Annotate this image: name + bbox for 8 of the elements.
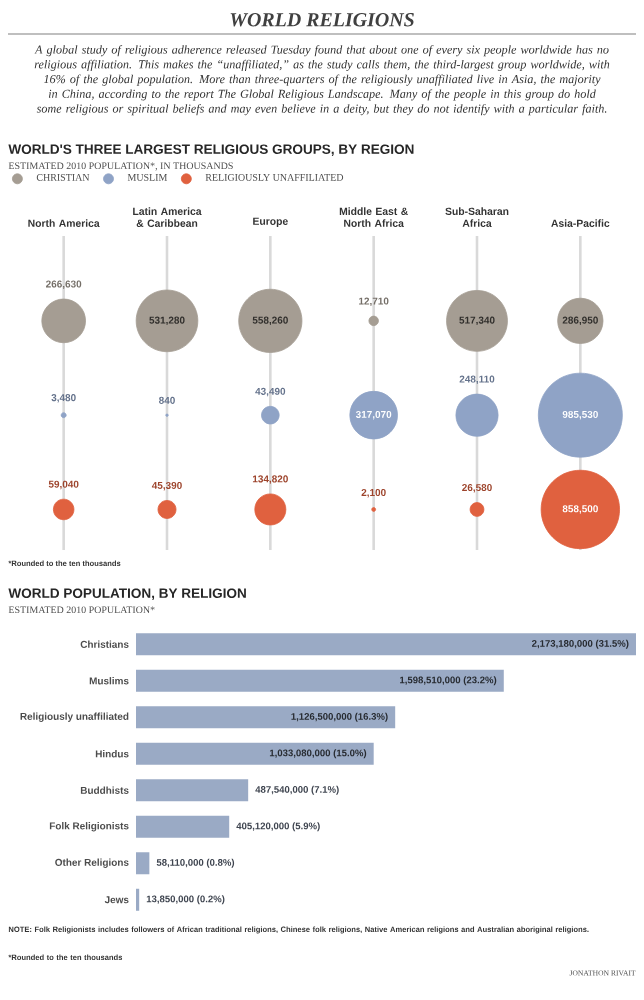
bar	[136, 706, 396, 729]
bar	[136, 633, 636, 656]
bar	[136, 669, 504, 692]
bar	[136, 742, 374, 765]
bar	[136, 815, 230, 838]
bar	[136, 779, 249, 802]
text: WORLD RELIGIONS	[230, 13, 414, 27]
bar	[136, 852, 150, 875]
